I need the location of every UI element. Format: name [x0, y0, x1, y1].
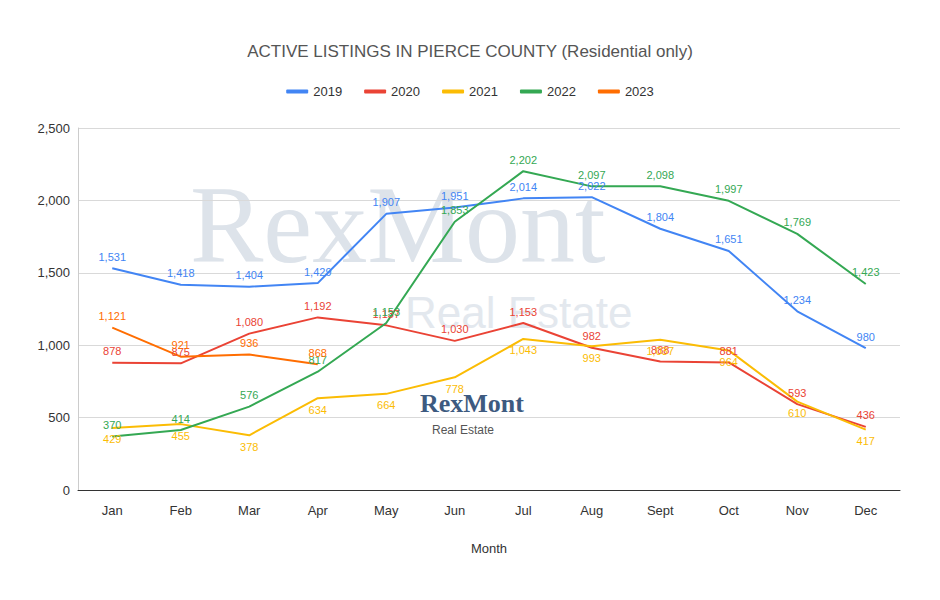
svg-text:1,000: 1,000 — [37, 338, 70, 353]
svg-text:2,014: 2,014 — [509, 181, 537, 193]
svg-text:1,121: 1,121 — [98, 310, 126, 322]
svg-text:Aug: Aug — [580, 503, 603, 518]
svg-text:881: 881 — [719, 344, 738, 357]
svg-text:936: 936 — [240, 337, 258, 349]
svg-text:1,418: 1,418 — [167, 267, 195, 279]
svg-text:2,097: 2,097 — [578, 169, 606, 181]
svg-text:1,423: 1,423 — [852, 266, 880, 278]
svg-text:2,500: 2,500 — [37, 121, 70, 136]
svg-text:May: May — [374, 503, 399, 518]
svg-text:875: 875 — [171, 345, 190, 358]
svg-text:1,192: 1,192 — [304, 300, 332, 312]
svg-text:378: 378 — [240, 441, 258, 453]
svg-text:878: 878 — [103, 345, 121, 357]
svg-text:1,804: 1,804 — [646, 211, 674, 223]
svg-text:Mar: Mar — [238, 503, 261, 518]
svg-text:2019: 2019 — [313, 84, 342, 99]
svg-text:964: 964 — [720, 356, 738, 368]
svg-text:Dec: Dec — [854, 503, 878, 518]
svg-text:980: 980 — [857, 331, 875, 343]
svg-text:Jul: Jul — [515, 503, 532, 518]
svg-text:576: 576 — [240, 389, 258, 401]
svg-text:868: 868 — [309, 347, 327, 359]
svg-text:1,030: 1,030 — [441, 323, 469, 335]
svg-text:1,404: 1,404 — [235, 269, 263, 281]
svg-text:2,202: 2,202 — [509, 154, 537, 166]
svg-text:817: 817 — [308, 354, 327, 367]
svg-text:Oct: Oct — [719, 503, 740, 518]
svg-text:1,500: 1,500 — [37, 265, 70, 280]
svg-text:1,037: 1,037 — [646, 345, 674, 357]
svg-text:417: 417 — [857, 435, 875, 447]
svg-text:0: 0 — [63, 483, 70, 498]
svg-text:Real Estate: Real Estate — [405, 288, 632, 337]
svg-text:Real Estate: Real Estate — [432, 423, 494, 437]
svg-text:593: 593 — [788, 387, 806, 399]
svg-text:370: 370 — [103, 419, 121, 431]
svg-text:1,651: 1,651 — [715, 233, 743, 245]
svg-text:ACTIVE LISTINGS IN PIERCE COUN: ACTIVE LISTINGS IN PIERCE COUNTY (Reside… — [247, 42, 693, 61]
svg-text:Nov: Nov — [786, 503, 810, 518]
svg-text:RexMont: RexMont — [190, 164, 606, 286]
svg-text:414: 414 — [172, 413, 190, 425]
svg-text:1,997: 1,997 — [715, 183, 743, 195]
svg-text:993: 993 — [583, 352, 601, 364]
svg-text:Jan: Jan — [102, 503, 123, 518]
svg-text:Feb: Feb — [170, 503, 192, 518]
svg-text:1,769: 1,769 — [783, 216, 811, 228]
svg-text:2020: 2020 — [391, 84, 420, 99]
svg-text:500: 500 — [48, 410, 70, 425]
svg-text:2023: 2023 — [625, 84, 654, 99]
svg-text:2,098: 2,098 — [646, 169, 674, 181]
svg-text:664: 664 — [377, 399, 395, 411]
svg-text:1,153: 1,153 — [372, 306, 400, 318]
svg-text:1,531: 1,531 — [98, 251, 126, 263]
svg-text:2022: 2022 — [547, 84, 576, 99]
svg-text:Jun: Jun — [444, 503, 465, 518]
svg-text:Sept: Sept — [647, 503, 674, 518]
svg-text:2,022: 2,022 — [578, 180, 606, 192]
svg-text:1,853: 1,853 — [441, 204, 469, 216]
svg-text:1,153: 1,153 — [509, 306, 537, 318]
svg-text:2,000: 2,000 — [37, 193, 70, 208]
svg-text:1,907: 1,907 — [372, 196, 400, 208]
svg-text:1,429: 1,429 — [304, 266, 332, 278]
svg-text:1,080: 1,080 — [235, 316, 263, 328]
svg-text:2021: 2021 — [469, 84, 498, 99]
svg-text:921: 921 — [172, 339, 190, 351]
svg-text:429: 429 — [103, 433, 121, 445]
svg-text:Month: Month — [471, 541, 507, 556]
svg-text:610: 610 — [788, 407, 806, 419]
svg-text:1,043: 1,043 — [509, 344, 537, 356]
svg-text:455: 455 — [172, 430, 190, 442]
svg-text:982: 982 — [583, 330, 601, 342]
svg-text:436: 436 — [857, 409, 875, 421]
svg-text:1,951: 1,951 — [441, 190, 469, 202]
svg-text:634: 634 — [309, 404, 327, 416]
svg-text:RexMont: RexMont — [420, 389, 524, 418]
svg-text:1,234: 1,234 — [783, 294, 811, 306]
svg-text:Apr: Apr — [308, 503, 329, 518]
